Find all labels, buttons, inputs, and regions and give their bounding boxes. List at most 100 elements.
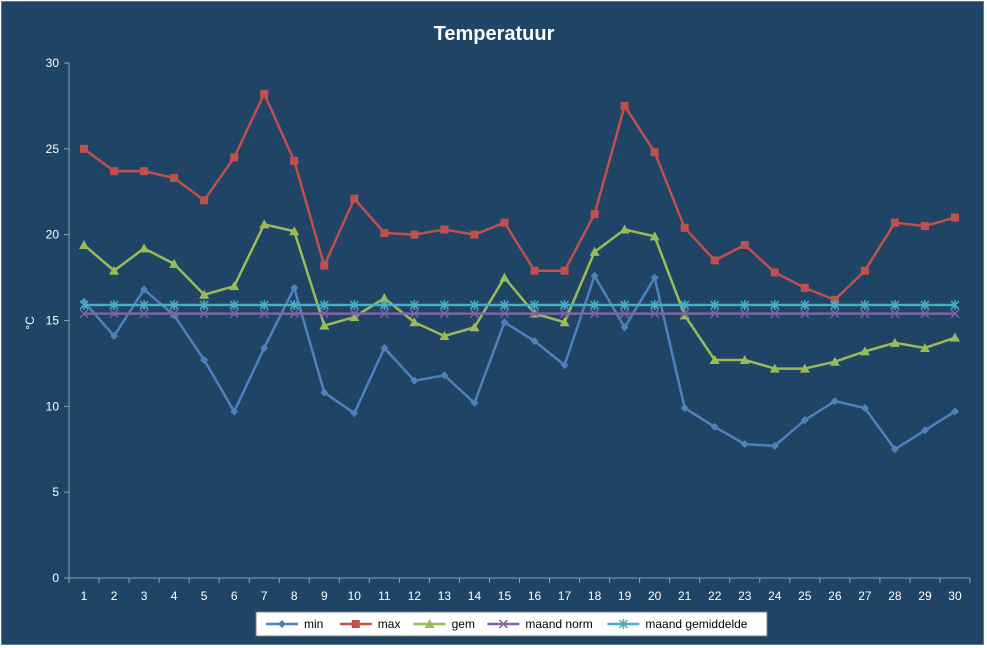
series-layer: [79, 89, 960, 454]
data-point-min: [260, 343, 269, 352]
star-marker-shape: [800, 300, 810, 311]
data-point-max: [950, 213, 959, 222]
x-tick-label: 25: [798, 589, 812, 603]
data-point-max: [830, 295, 839, 304]
diamond-marker-shape: [590, 271, 599, 280]
triangle-marker-shape: [139, 243, 150, 253]
star-marker-shape: [79, 300, 89, 311]
star-marker-shape: [860, 300, 870, 311]
data-point-maand-norm: [139, 309, 149, 319]
data-point-min: [530, 337, 539, 346]
data-point-maand-norm: [229, 309, 239, 319]
data-point-max: [710, 256, 719, 265]
triangle-marker-shape: [319, 320, 330, 330]
data-point-maand-norm: [710, 309, 720, 319]
x-tick-label: 18: [588, 589, 602, 603]
x-marker-shape: [950, 309, 960, 319]
triangle-marker-shape: [769, 363, 780, 373]
legend-swatch-marker: [618, 619, 628, 629]
star-marker-shape: [920, 300, 930, 311]
diamond-marker-shape: [140, 285, 149, 294]
data-point-max: [290, 156, 299, 165]
data-point-gem: [259, 219, 270, 229]
data-point-maand-gemiddelde: [379, 300, 389, 311]
data-point-max: [770, 268, 779, 277]
data-point-min: [380, 343, 389, 352]
diamond-marker-shape: [380, 343, 389, 352]
diamond-marker-shape: [680, 404, 689, 413]
square-marker-shape: [170, 174, 179, 183]
x-marker-shape: [349, 309, 359, 319]
triangle-marker-shape: [859, 346, 870, 356]
data-point-maand-gemiddelde: [620, 300, 630, 311]
star-marker-shape: [289, 300, 299, 311]
data-point-maand-gemiddelde: [920, 300, 930, 311]
data-point-min: [860, 404, 869, 413]
diamond-marker-shape: [920, 426, 929, 435]
diamond-marker-shape: [950, 407, 959, 416]
square-marker-shape: [800, 283, 809, 292]
star-marker-shape: [650, 300, 660, 311]
triangle-marker-shape: [889, 337, 900, 347]
data-point-min: [410, 376, 419, 385]
data-point-maand-gemiddelde: [770, 300, 780, 311]
x-tick-label: 7: [261, 589, 268, 603]
star-marker-shape: [139, 300, 149, 311]
data-point-maand-gemiddelde: [680, 300, 690, 311]
legend-item-gem: gem: [413, 617, 475, 631]
data-point-max: [800, 283, 809, 292]
square-marker-shape: [950, 213, 959, 222]
star-marker-shape: [199, 300, 209, 311]
data-point-min: [470, 398, 479, 407]
data-point-maand-norm: [319, 309, 329, 319]
data-point-max: [530, 266, 539, 275]
y-axis-label: °C: [23, 316, 37, 330]
square-marker-shape: [530, 266, 539, 275]
diamond-marker-shape: [890, 445, 899, 454]
data-point-min: [110, 331, 119, 340]
diamond-marker-shape: [290, 283, 299, 292]
diamond-marker-shape: [278, 620, 286, 628]
data-point-min: [920, 426, 929, 435]
data-point-maand-norm: [349, 309, 359, 319]
data-point-min: [140, 285, 149, 294]
triangle-marker-shape: [709, 354, 720, 364]
x-marker-shape: [469, 309, 479, 319]
square-marker-shape: [350, 194, 359, 203]
data-point-min: [830, 397, 839, 406]
x-marker-shape: [560, 309, 570, 319]
star-marker-shape: [349, 300, 359, 311]
data-point-min: [200, 355, 209, 364]
square-marker-shape: [351, 620, 360, 628]
data-point-maand-norm: [590, 309, 600, 319]
star-marker-shape: [560, 300, 570, 311]
data-point-max: [680, 223, 689, 232]
chart-title: Temperatuur: [434, 23, 555, 45]
series-maand-norm: [79, 309, 960, 319]
data-point-max: [410, 230, 419, 239]
triangle-marker-shape: [349, 312, 360, 322]
star-marker-shape: [409, 300, 419, 311]
data-point-maand-norm: [800, 309, 810, 319]
square-marker-shape: [860, 266, 869, 275]
legend-item-max: max: [339, 617, 400, 631]
diamond-marker-shape: [830, 397, 839, 406]
star-marker-shape: [499, 300, 510, 311]
data-point-maand-norm: [680, 309, 690, 319]
star-marker-shape: [620, 300, 630, 311]
data-point-maand-gemiddelde: [499, 300, 510, 311]
data-point-maand-gemiddelde: [860, 300, 870, 311]
triangle-marker-shape: [829, 356, 840, 366]
star-marker-shape: [379, 300, 389, 311]
diamond-marker-shape: [650, 273, 659, 282]
triangle-marker-shape: [109, 265, 120, 275]
triangle-marker-shape: [619, 224, 630, 234]
triangle-marker-shape: [919, 342, 930, 352]
data-point-max: [260, 89, 269, 98]
data-point-max: [890, 218, 899, 227]
series-maand-gemiddelde: [79, 300, 960, 311]
data-point-maand-norm: [409, 309, 419, 319]
series-line-max: [83, 92, 956, 302]
data-point-min: [290, 283, 299, 292]
data-point-min: [950, 407, 959, 416]
